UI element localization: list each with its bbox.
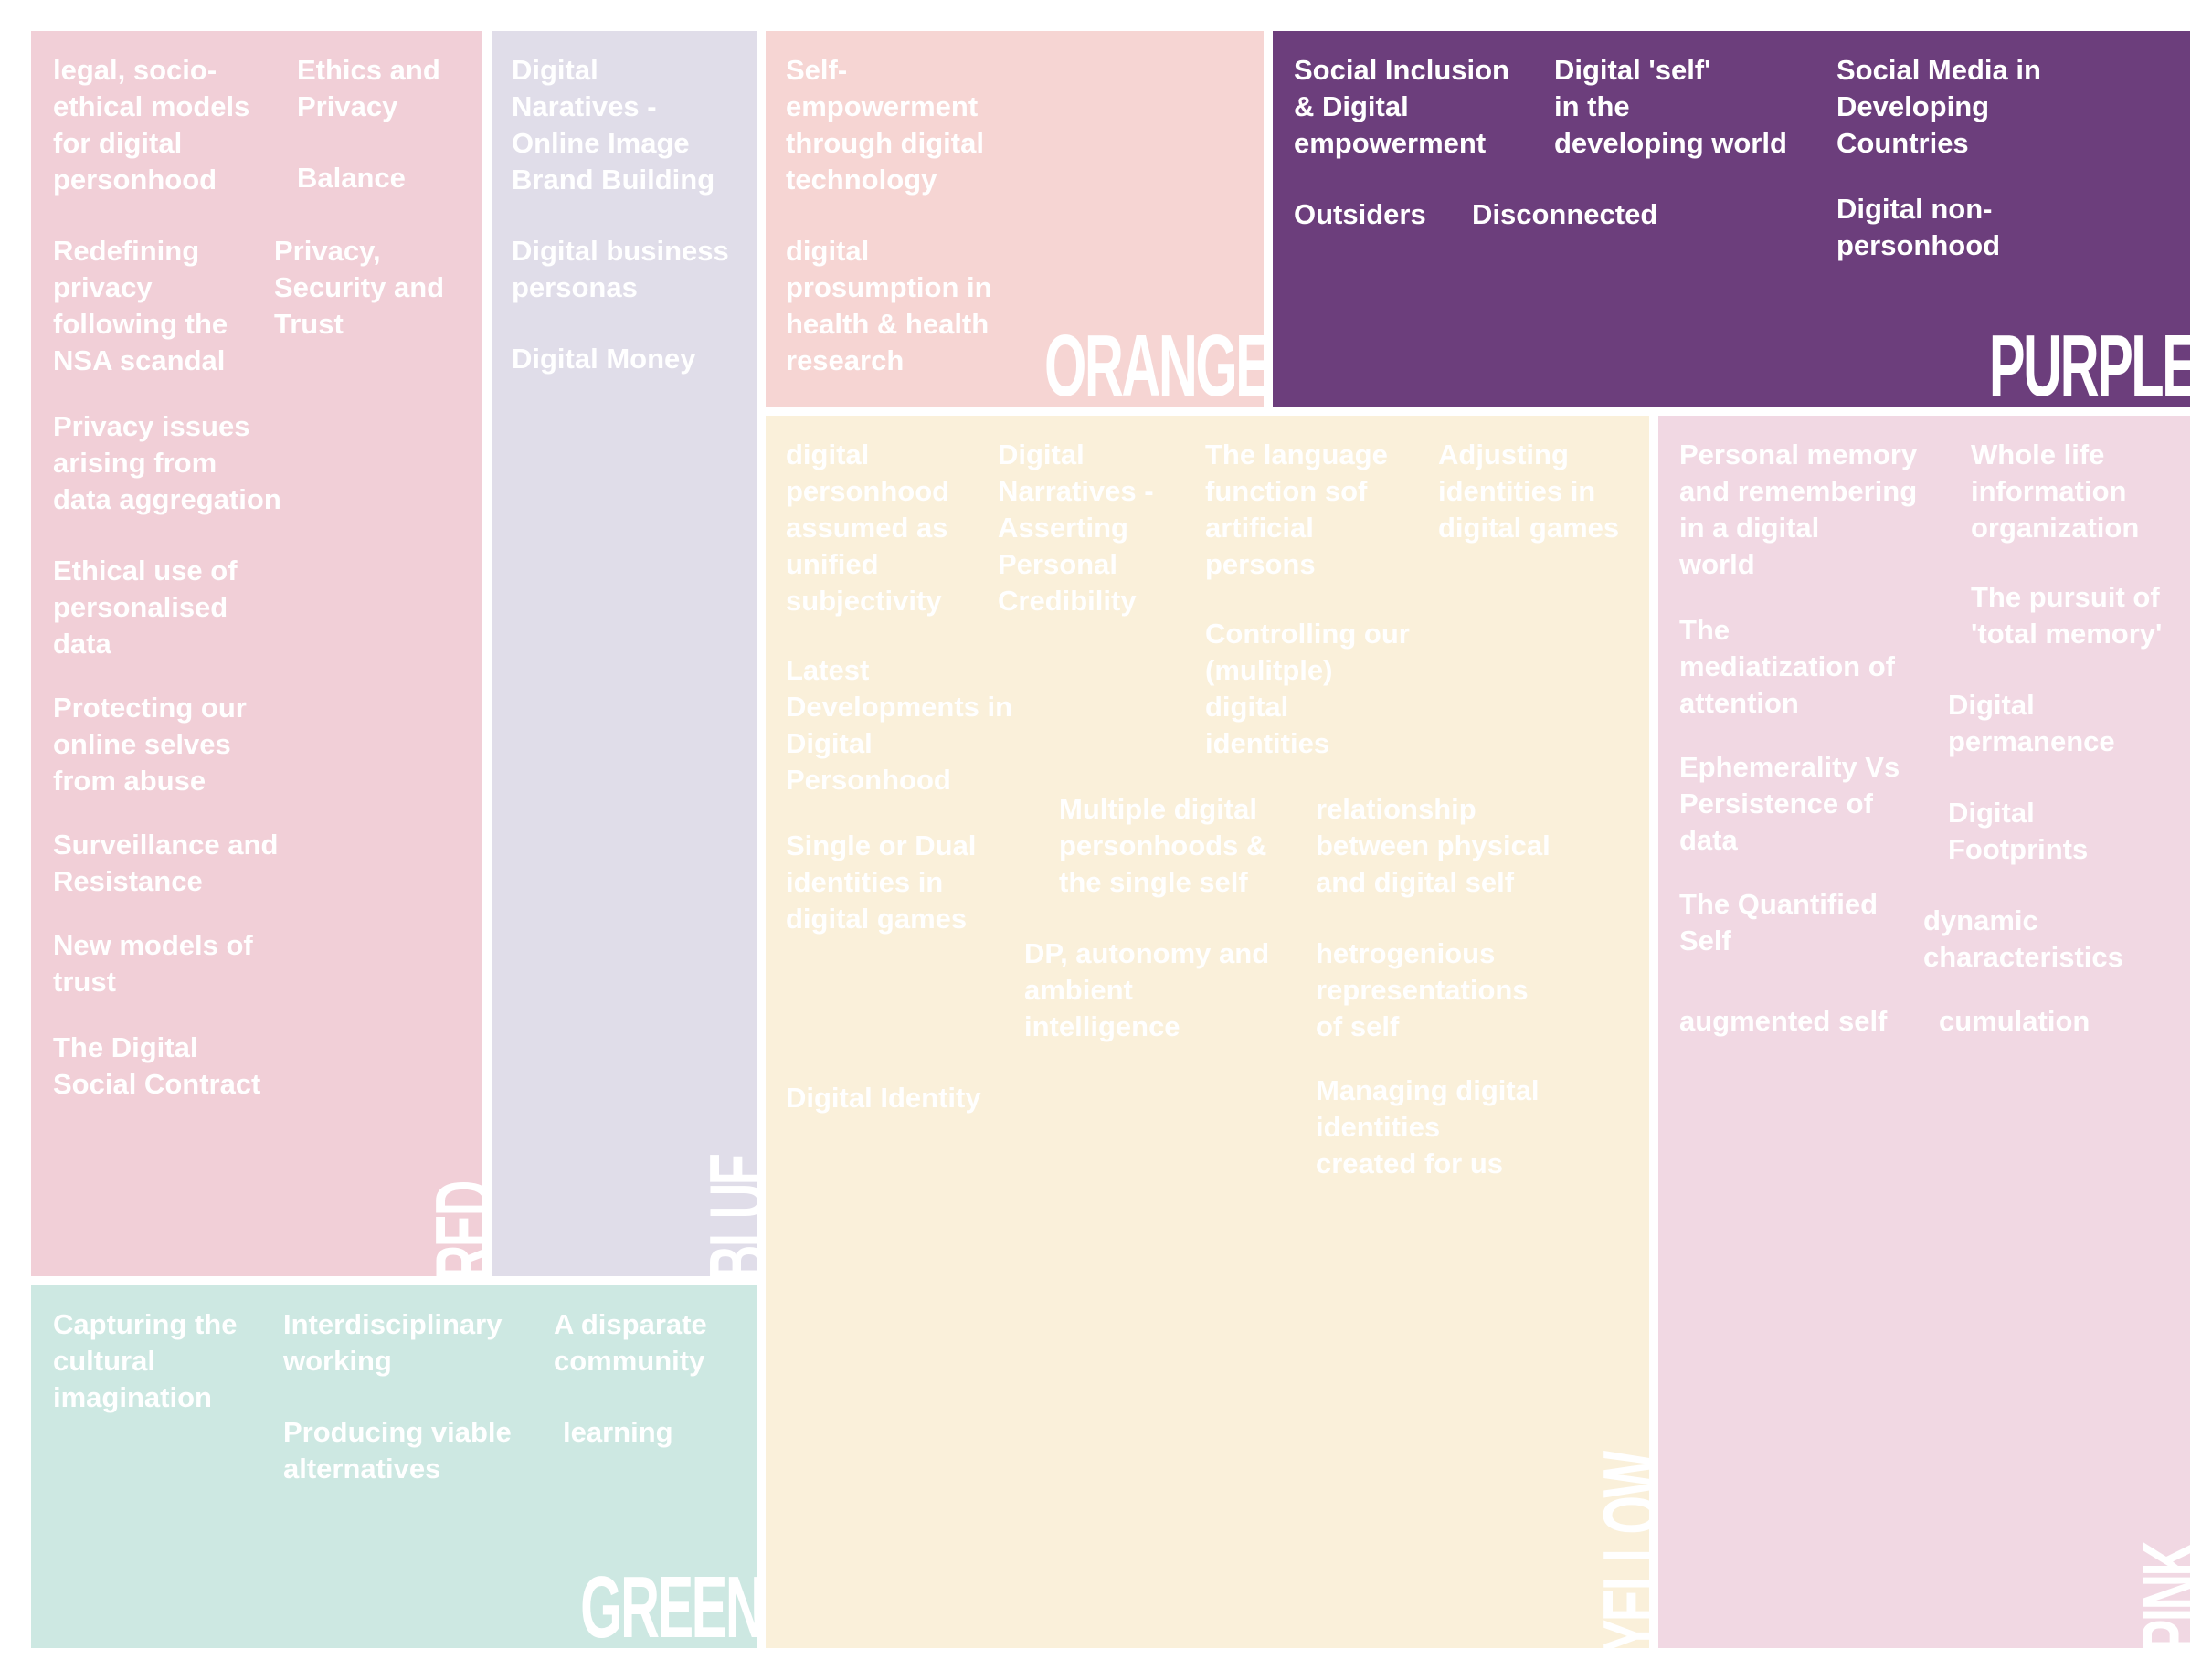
orange-panel-title: ORANGE [1043,317,1264,407]
yellow-item: relationship between physical and digital … [1316,793,1551,898]
red-item: Ethical use of personalised data [53,555,238,660]
yellow-panel-title: YELLOW [1586,1453,1649,1648]
yellow-item: The language function sof artificial person… [1205,439,1388,580]
purple-panel-title: PURPLE [1988,317,2190,407]
purple-item: Social Inclusion & Digital empowerment [1294,54,1509,159]
red-item: Surveillance and Resistance [53,829,279,897]
purple-item: Digital 'self' in the developing world [1554,54,1787,159]
blue-item: Digital Money [512,343,696,375]
green-item: A disparate community [554,1308,707,1377]
red-item: Balance [297,162,406,194]
pink-item: augmented self [1679,1005,1888,1037]
pink-item: Digital Footprints [1948,797,2089,865]
pink-panel-title: PINK [2125,1542,2190,1648]
purple-item: Outsiders [1294,198,1426,230]
red-item: Ethics and Privacy [297,54,440,122]
red-panel: legal, socio-ethical models for digital pe… [31,31,482,1276]
red-item: The Digital Social Contract [53,1031,261,1100]
pink-item: cumulation [1939,1005,2090,1037]
green-panel-title: GREEN [579,1559,757,1649]
yellow-panel: digital personhood assumed as unified subjec… [766,416,1649,1648]
blue-item: Digital business personas [512,235,729,303]
pink-item: The mediatization of attention [1679,614,1895,719]
purple-item: Disconnected [1472,198,1658,230]
green-item: Interdisciplinary working [283,1308,503,1377]
pink-item: Digital permanence [1948,689,2115,757]
yellow-item: Latest Developments in Digital Personhood [786,654,1013,796]
orange-panel: Self-empowerment through digital technolog… [766,31,1264,407]
yellow-item: Adjusting identities in digital games [1438,439,1620,544]
red-item: legal, socio-ethical models for digital pe… [53,54,250,196]
purple-item: Digital non-personhood [1836,193,2001,261]
blue-item: Digital Naratives - Online Image Brand Buil… [512,54,715,196]
yellow-item: Single or Dual identities in digital games [786,830,977,935]
pink-item: Whole life information organization [1971,439,2140,544]
green-item: Capturing the cultural imagination [53,1308,238,1413]
yellow-item: Digital Narratives - Asserting Personal Cred… [998,439,1154,617]
purple-item: Social Media in Developing Countries [1836,54,2041,159]
purple-panel: Social Inclusion & Digital empowerment Dig… [1273,31,2190,407]
blue-panel: Digital Naratives - Online Image Brand Buil… [492,31,757,1276]
pink-item: The pursuit of'total memory' [1971,581,2163,650]
orange-item: Self-empowerment through digital technolog… [786,54,984,196]
pink-item: Ephemerality Vs Persistence of data [1679,751,1900,856]
yellow-item: hetrogenious representations of self [1316,937,1529,1042]
yellow-item: DP, autonomy and ambient intelligence [1024,937,1270,1042]
red-item: Privacy issues arising from data aggregati… [53,410,281,515]
green-item: learning [563,1416,673,1448]
orange-item: digital prosumption in health & health rese… [786,235,992,376]
pink-item: Personal memory and remembering in a digit… [1679,439,1918,580]
red-item: Privacy, Security and Trust [274,235,445,340]
green-item: Producing viable alternatives [283,1416,512,1485]
red-panel-title: RED [418,1182,482,1276]
yellow-item: Digital Identity [786,1082,981,1114]
green-panel: Capturing the cultural imagination Interdi… [31,1285,757,1648]
pink-item: dynamic characteristics [1923,904,2123,973]
pink-item: The Quantified Self [1679,888,1878,957]
yellow-item: Managing digital identities created for us [1316,1074,1540,1179]
yellow-item: Controlling our (mulitple) digital identiti… [1205,618,1410,759]
red-item: New models of trust [53,929,253,998]
yellow-item: digital personhood assumed as unified subjec… [786,439,950,617]
red-item: Redefining privacy following the NSA scanda… [53,235,228,376]
pink-panel: Personal memory and remembering in a digit… [1658,416,2190,1648]
blue-panel-title: BLUE [693,1154,757,1276]
yellow-item: Multiple digital personhoods & the single … [1059,793,1267,898]
red-item: Protecting our online selves from abuse [53,692,247,797]
